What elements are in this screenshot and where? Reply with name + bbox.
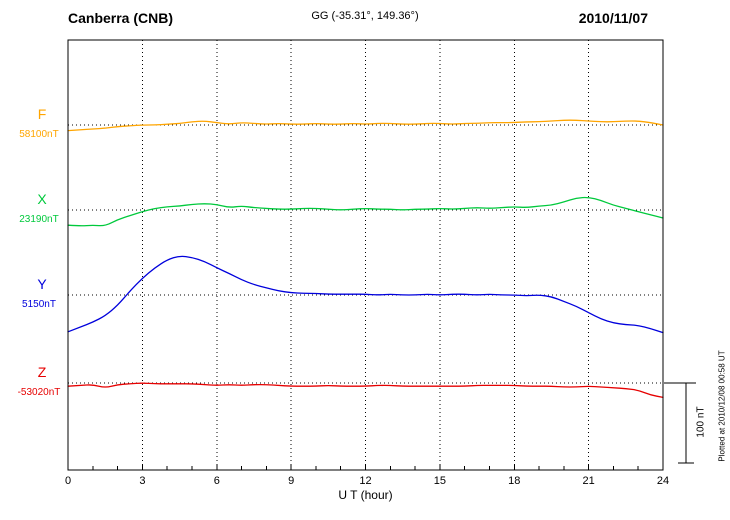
station-name: Canberra (CNB) (68, 10, 174, 26)
component-label-Z: Z (37, 364, 47, 380)
x-tick-label: 6 (214, 475, 220, 487)
component-baseline-X: 23190nT (19, 214, 59, 225)
component-label-X: X (37, 191, 47, 207)
x-axis-title: U T (hour) (338, 488, 393, 502)
trace-Z (67, 382, 664, 399)
x-tick-label: 24 (657, 475, 669, 487)
x-tick-label: 0 (65, 475, 71, 487)
component-baseline-Y: 5150nT (22, 299, 56, 310)
component-label-F: F (37, 106, 47, 122)
x-tick-label: 3 (139, 475, 145, 487)
x-tick-label: 15 (434, 475, 446, 487)
scale-bar-label: 100 nT (695, 406, 707, 438)
x-tick-label: 21 (583, 475, 595, 487)
component-baseline-Z: -53020nT (17, 387, 61, 398)
trace-X (67, 196, 664, 227)
x-tick-label: 9 (288, 475, 294, 487)
component-baseline-F: 58100nT (19, 129, 59, 140)
x-tick-label: 18 (508, 475, 520, 487)
plotted-at-note: Plotted at 2010/12/08 00:58 UT (717, 350, 727, 462)
component-label-Y: Y (37, 276, 47, 292)
plot-frame (67, 39, 664, 471)
station-coordinates: GG (-35.31°, 149.36°) (311, 10, 419, 22)
x-tick-label: 12 (359, 475, 371, 487)
plot-date: 2010/11/07 (578, 10, 648, 26)
trace-F (67, 119, 664, 132)
trace-Y (67, 255, 664, 334)
